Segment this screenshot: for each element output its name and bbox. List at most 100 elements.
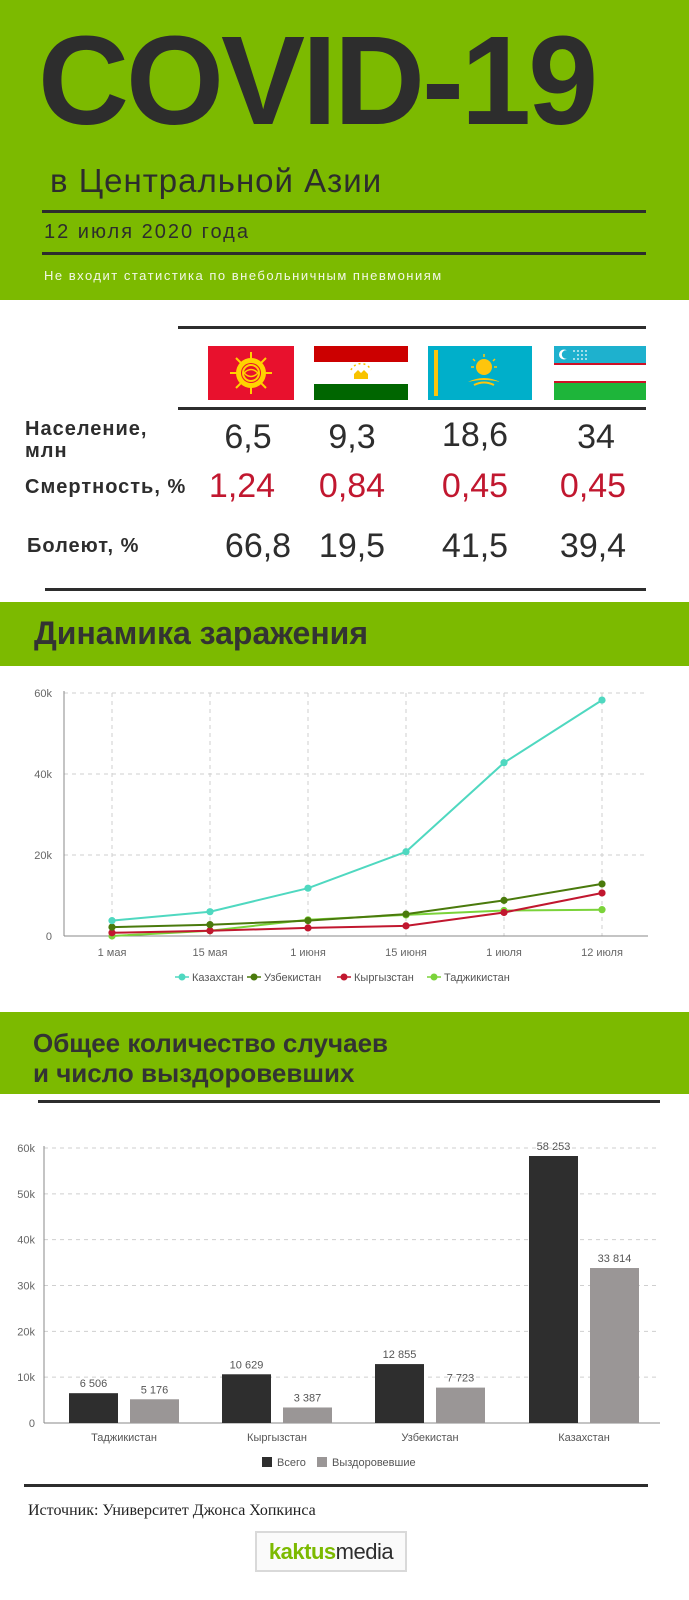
- x-tick-label: 15 мая: [193, 947, 228, 959]
- bar-value-label: 3 387: [294, 1392, 322, 1404]
- data-point-uzbekistan: [206, 921, 214, 929]
- data-point-kyrgyzstan: [108, 929, 116, 937]
- data-point-kazakhstan: [304, 884, 312, 892]
- bar-recovered: [130, 1399, 179, 1423]
- legend-label: Выздоровевшие: [332, 1457, 416, 1469]
- bar-total: [222, 1374, 271, 1423]
- data-point-uzbekistan: [402, 910, 410, 918]
- table-divider-top: [178, 326, 646, 329]
- table-divider-bottom: [45, 588, 646, 591]
- page-title: COVID-19: [38, 10, 598, 151]
- legend-swatch-total: [262, 1457, 272, 1467]
- y-tick-label: 20k: [34, 850, 52, 862]
- bar-total: [529, 1156, 578, 1423]
- uzbekistan-flag-icon: [554, 346, 646, 400]
- section-title-line2: и число выздоровевших: [33, 1058, 355, 1088]
- data-point-uzbekistan: [304, 917, 312, 925]
- bar-value-label: 10 629: [230, 1359, 264, 1371]
- bar-recovered: [283, 1407, 332, 1423]
- sick-row-label: Болеют, %: [27, 535, 140, 557]
- kyrgyzstan-flag-icon: [208, 346, 294, 400]
- legend-swatch-marker: [430, 973, 438, 981]
- bar-total: [375, 1364, 424, 1423]
- bar-value-label: 12 855: [383, 1349, 417, 1361]
- kazakhstan-flag-icon: [428, 346, 532, 400]
- section-header-total-cases: [0, 1012, 689, 1094]
- tajikistan-flag-icon: [314, 346, 408, 400]
- mortality-tajikistan: 0,84: [318, 467, 386, 505]
- report-date: 12 июля 2020 года: [44, 221, 250, 243]
- legend-swatch-marker: [340, 973, 348, 981]
- kaktus-media-logo: kaktusmedia: [255, 1531, 407, 1572]
- header-banner: [0, 0, 689, 300]
- y-tick-label: 50k: [17, 1189, 35, 1201]
- legend-swatch-marker: [250, 973, 258, 981]
- legend-label: Узбекистан: [264, 972, 321, 984]
- data-point-kyrgyzstan: [304, 924, 312, 932]
- y-tick-label: 40k: [34, 769, 52, 781]
- legend-label: Казахстан: [192, 972, 244, 984]
- data-point-kazakhstan: [206, 908, 214, 916]
- x-tick-label: Кыргызстан: [247, 1432, 307, 1444]
- data-point-kyrgyzstan: [500, 908, 508, 917]
- population-kyrgyzstan: 6,5: [224, 418, 272, 456]
- series-line-uzbekistan: [111, 882, 603, 929]
- bar-value-label: 7 723: [447, 1373, 475, 1385]
- y-tick-label: 60k: [17, 1143, 35, 1155]
- header-divider-top: [42, 210, 646, 213]
- sick-kyrgyzstan: 66,8: [224, 527, 292, 565]
- y-tick-label: 20k: [17, 1326, 35, 1338]
- data-point-kyrgyzstan: [402, 922, 410, 930]
- mortality-kyrgyzstan: 1,24: [208, 467, 276, 505]
- legend-swatch-recovered: [317, 1457, 327, 1467]
- data-point-kazakhstan: [598, 696, 606, 704]
- data-point-kyrgyzstan: [598, 889, 606, 897]
- y-tick-label: 0: [46, 931, 52, 943]
- legend-label: Кыргызстан: [354, 972, 414, 984]
- data-point-uzbekistan: [500, 896, 508, 904]
- data-point-kazakhstan: [500, 759, 508, 767]
- data-point-kazakhstan: [108, 917, 116, 925]
- x-tick-label: Казахстан: [558, 1432, 610, 1444]
- infection-line-chart: 0 20k 40k 60k 1 мая 15 мая 1 июня 15 июня 1 июля…: [34, 688, 648, 984]
- table-divider-middle: [178, 407, 646, 410]
- bar-recovered: [436, 1387, 485, 1423]
- y-tick-label: 0: [29, 1418, 35, 1430]
- sick-tajikistan: 19,5: [318, 527, 386, 565]
- section-title-infection-dynamics: Динамика заражения: [34, 615, 368, 651]
- legend-label: Всего: [277, 1457, 306, 1469]
- statistics-note: Не входит статистика по внебольничным пн…: [44, 268, 443, 283]
- x-tick-label: 15 июня: [385, 947, 427, 959]
- cases-bar-chart: 0 10k 20k 30k 40k 50k 60k 6 506 5 176 Таджикистан…: [17, 1141, 660, 1469]
- data-point-tajikistan: [598, 906, 606, 914]
- x-tick-label: 1 мая: [98, 947, 127, 959]
- data-point-uzbekistan: [598, 880, 606, 888]
- x-tick-label: Таджикистан: [91, 1432, 157, 1444]
- bar-value-label: 5 176: [141, 1384, 169, 1396]
- bar-recovered: [590, 1268, 639, 1423]
- series-line-kyrgyzstan: [111, 892, 603, 934]
- bar-value-label: 58 253: [537, 1141, 571, 1153]
- logo-text-kaktus: kaktus: [268, 1539, 336, 1564]
- population-row-label: Население, млн: [25, 418, 148, 462]
- legend-label: Таджикистан: [444, 972, 510, 984]
- section-header-infection-dynamics: [0, 602, 689, 666]
- mortality-uzbekistan: 0,45: [559, 467, 627, 505]
- mortality-kazakhstan: 0,45: [441, 467, 509, 505]
- x-tick-label: 1 июня: [290, 947, 326, 959]
- population-uzbekistan: 34: [577, 418, 615, 456]
- bar-value-label: 6 506: [80, 1378, 108, 1390]
- x-tick-label: 12 июля: [581, 947, 623, 959]
- y-tick-label: 60k: [34, 688, 52, 700]
- header-divider-bottom: [42, 252, 646, 255]
- data-point-kyrgyzstan: [206, 927, 214, 935]
- x-tick-label: Узбекистан: [401, 1432, 458, 1444]
- logo-text-media: media: [335, 1539, 394, 1564]
- bar-value-label: 33 814: [598, 1253, 632, 1265]
- y-tick-label: 10k: [17, 1372, 35, 1384]
- population-tajikistan: 9,3: [328, 418, 376, 456]
- sick-kazakhstan: 41,5: [441, 527, 509, 565]
- y-tick-label: 30k: [17, 1281, 35, 1293]
- page-subtitle: в Центральной Азии: [50, 162, 383, 199]
- data-point-kazakhstan: [402, 848, 410, 856]
